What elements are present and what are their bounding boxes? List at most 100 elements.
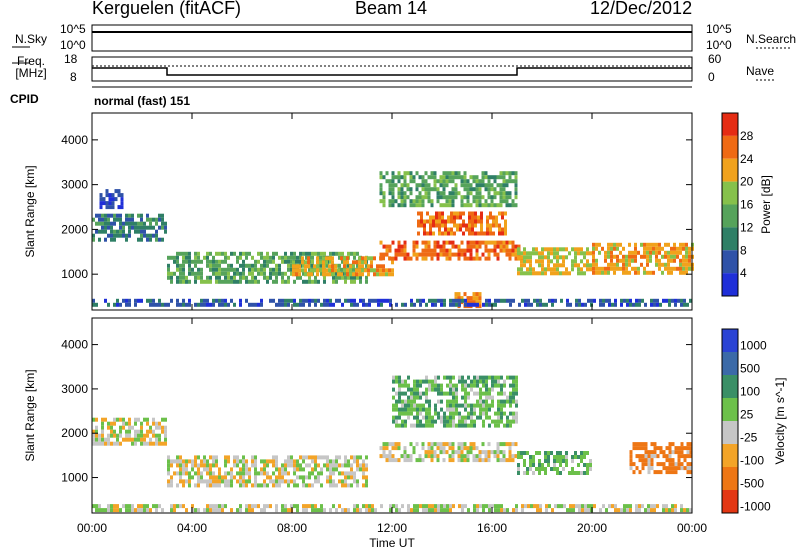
data-cell-r5 xyxy=(448,175,452,180)
data-cell-r5 xyxy=(379,183,383,188)
data-cell-r5 xyxy=(448,195,452,200)
data-cell-r10 xyxy=(551,302,554,307)
data-cell-r6 xyxy=(458,504,461,509)
data-cell-r10 xyxy=(461,298,464,303)
data-cell-r3 xyxy=(473,375,476,380)
data-cell-r10 xyxy=(653,298,656,303)
data-cell-r5 xyxy=(472,175,476,180)
data-cell-r6 xyxy=(329,508,332,513)
data-cell-r5 xyxy=(514,179,518,184)
data-cell-r10 xyxy=(116,302,119,307)
data-cell-r6 xyxy=(98,504,101,509)
data-cell-r5 xyxy=(668,446,672,451)
data-cell-r0 xyxy=(155,217,158,222)
data-cell-r10 xyxy=(524,302,527,307)
data-cell-r6 xyxy=(140,508,143,513)
data-cell-r4 xyxy=(436,244,440,249)
data-cell-r0 xyxy=(110,221,113,226)
data-cell-r2 xyxy=(421,442,425,447)
data-cell-r4 xyxy=(586,467,589,471)
data-cell-r0 xyxy=(107,217,110,222)
data-cell-r3 xyxy=(455,403,458,408)
data-cell-r5 xyxy=(659,450,663,455)
data-cell-r5 xyxy=(388,179,392,184)
data-cell-r0 xyxy=(143,441,146,446)
data-cell-r1 xyxy=(284,479,287,484)
data-cell-r4 xyxy=(472,244,476,249)
data-cell-r0 xyxy=(95,229,98,234)
data-cell-r2 xyxy=(266,251,269,256)
data-cell-r7 xyxy=(586,247,589,252)
data-cell-r3 xyxy=(506,419,509,424)
nave-label: Nave xyxy=(746,64,775,78)
data-cell-r1 xyxy=(209,471,212,476)
data-cell-r0 xyxy=(113,417,116,422)
data-cell-r5 xyxy=(469,191,473,196)
data-cell-r3 xyxy=(455,391,458,396)
data-cell-r0 xyxy=(125,237,128,242)
data-cell-r2 xyxy=(424,454,428,459)
freq-label: Freq. xyxy=(16,54,45,68)
data-cell-r6 xyxy=(380,504,383,509)
data-cell-r1 xyxy=(248,467,251,472)
data-cell-r2 xyxy=(269,275,272,280)
data-cell-r2 xyxy=(209,251,212,256)
data-cell-r0 xyxy=(110,233,113,238)
data-cell-r7 xyxy=(541,251,544,256)
data-cell-r2 xyxy=(382,450,386,455)
data-cell-r6 xyxy=(432,223,435,228)
data-cell-r3 xyxy=(440,391,443,396)
data-cell-r8 xyxy=(673,266,676,271)
data-cell-r3 xyxy=(497,415,500,420)
data-cell-r2 xyxy=(457,446,461,451)
data-cell-r6 xyxy=(647,508,650,513)
data-cell-r10 xyxy=(683,302,686,307)
data-cell-r8 xyxy=(610,242,613,247)
data-cell-r4 xyxy=(454,244,458,249)
data-cell-r10 xyxy=(545,302,548,307)
data-cell-r2 xyxy=(484,458,488,463)
data-cell-r3 xyxy=(488,375,491,380)
data-cell-r6 xyxy=(539,508,542,513)
data-cell-r2 xyxy=(269,259,272,264)
data-cell-r6 xyxy=(155,508,158,513)
data-cell-r3 xyxy=(385,272,388,277)
data-cell-r5 xyxy=(629,454,633,459)
data-cell-r4 xyxy=(508,248,512,253)
data-cell-r4 xyxy=(415,240,419,245)
data-cell-r1 xyxy=(117,193,121,198)
data-cell-r10 xyxy=(431,298,434,303)
data-cell-r10 xyxy=(155,302,158,307)
data-cell-r3 xyxy=(307,260,310,265)
data-cell-r0 xyxy=(113,229,116,234)
data-cell-r5 xyxy=(677,458,681,463)
data-cell-r2 xyxy=(379,446,383,451)
data-cell-r5 xyxy=(635,442,639,447)
data-cell-r6 xyxy=(551,508,554,513)
data-cell-r4 xyxy=(544,471,547,475)
data-cell-r10 xyxy=(308,298,311,303)
data-cell-r1 xyxy=(185,471,188,476)
data-cell-r2 xyxy=(353,279,356,284)
data-cell-r6 xyxy=(492,223,495,228)
data-cell-r6 xyxy=(614,504,617,509)
data-cell-r2 xyxy=(475,454,479,459)
data-cell-r10 xyxy=(320,302,323,307)
data-cell-r2 xyxy=(502,442,506,447)
data-cell-r8 xyxy=(688,258,691,263)
data-cell-r2 xyxy=(302,279,305,284)
data-cell-r8 xyxy=(634,242,637,247)
data-cell-r8 xyxy=(598,242,601,247)
data-cell-r10 xyxy=(95,302,98,307)
data-cell-r3 xyxy=(485,403,488,408)
data-cell-r8 xyxy=(628,270,631,275)
data-cell-r2 xyxy=(314,275,317,280)
data-cell-r1 xyxy=(320,471,323,476)
data-cell-r4 xyxy=(430,252,434,257)
data-cell-r5 xyxy=(379,175,383,180)
data-cell-r8 xyxy=(607,266,610,271)
data-cell-r2 xyxy=(350,251,353,256)
data-cell-r3 xyxy=(334,268,337,273)
data-cell-r0 xyxy=(95,221,98,226)
data-cell-r10 xyxy=(347,298,350,303)
